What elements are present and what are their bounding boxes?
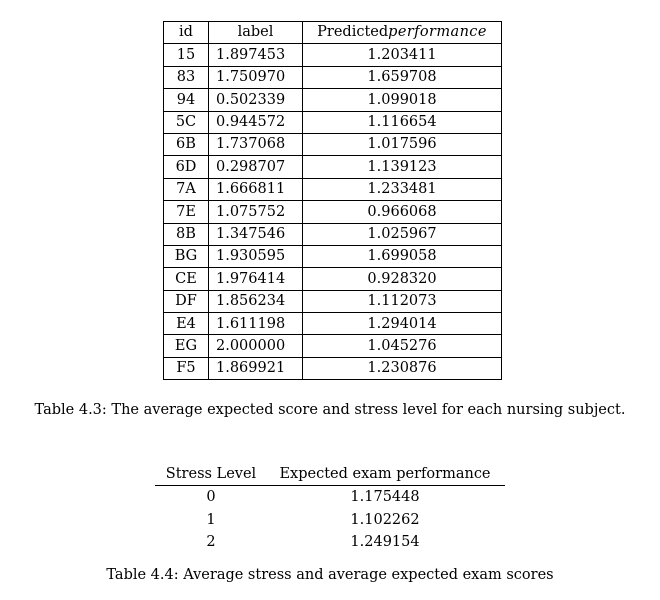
- cell-stress-level: 2: [206, 534, 216, 550]
- cell-id: F5: [163, 356, 209, 381]
- cell-predicted: 1.112073: [302, 289, 502, 314]
- column-header-label: label: [208, 20, 303, 45]
- cell-id: EG: [163, 334, 209, 358]
- cell-label: 1.737068: [208, 132, 303, 157]
- cell-predicted: 0.966068: [302, 200, 502, 224]
- cell-id: E4: [163, 312, 209, 336]
- cell-label: 1.075752: [208, 200, 303, 224]
- cell-predicted: 1.659708: [302, 65, 502, 90]
- table-4-3: id label Predictedperformance 15 1.897453…: [163, 20, 502, 381]
- table-row: 7A 1.666811 1.233481: [163, 177, 502, 202]
- table-row: 6B 1.737068 1.017596: [163, 132, 502, 157]
- cell-label: 1.750970: [208, 65, 303, 90]
- table-row: BG 1.930595 1.699058: [163, 244, 502, 269]
- table-row: 5C 0.944572 1.116654: [163, 110, 502, 134]
- table-row: 15 1.897453 1.203411: [163, 43, 502, 67]
- cell-predicted: 1.045276: [302, 334, 502, 358]
- cell-id: DF: [163, 289, 209, 314]
- cell-label: 0.944572: [208, 110, 303, 134]
- cell-predicted: 1.099018: [302, 88, 502, 112]
- table-row: 83 1.750970 1.659708: [163, 65, 502, 90]
- table-row: F5 1.869921 1.230876: [163, 356, 502, 381]
- cell-predicted: 1.017596: [302, 132, 502, 157]
- column-header-id: id: [163, 20, 209, 45]
- cell-id: BG: [163, 244, 209, 269]
- cell-label: 1.897453: [208, 43, 303, 67]
- cell-predicted: 1.139123: [302, 155, 502, 179]
- column-header-stress-level: Stress Level: [155, 463, 265, 486]
- table-row: 2 1.249154: [155, 531, 505, 554]
- cell-id: 6B: [163, 132, 209, 157]
- cell-label: 2.000000: [208, 334, 303, 358]
- cell-label: 1.666811: [208, 177, 303, 202]
- cell-label: 1.930595: [208, 244, 303, 269]
- predicted-prefix: Predicted: [317, 24, 389, 41]
- cell-label: 1.856234: [208, 289, 303, 314]
- cell-predicted: 1.233481: [302, 177, 502, 202]
- table-header-row: id label Predictedperformance: [163, 20, 502, 45]
- cell-label: 0.502339: [208, 88, 303, 112]
- cell-predicted: 1.116654: [302, 110, 502, 134]
- cell-predicted: 1.203411: [302, 43, 502, 67]
- cell-stress-level: 1: [206, 511, 216, 528]
- table-row: 7E 1.075752 0.966068: [163, 200, 502, 224]
- table-row: 0 1.175448: [155, 486, 505, 509]
- cell-expected-performance: 1.102262: [350, 511, 420, 528]
- cell-predicted: 1.294014: [302, 312, 502, 336]
- cell-id: 5C: [163, 110, 209, 134]
- cell-label: 1.611198: [208, 312, 303, 336]
- cell-label: 1.869921: [208, 356, 303, 381]
- cell-id: 7A: [163, 177, 209, 202]
- cell-expected-performance: 1.175448: [350, 489, 420, 505]
- cell-stress-level: 0: [206, 489, 216, 505]
- table-row: 8B 1.347546 1.025967: [163, 222, 502, 246]
- cell-id: 8B: [163, 222, 209, 246]
- table-4-4: Stress Level Expected exam performance 0…: [155, 463, 505, 554]
- cell-id: 15: [163, 43, 209, 67]
- cell-predicted: 0.928320: [302, 267, 502, 291]
- table-row: E4 1.611198 1.294014: [163, 312, 502, 336]
- cell-label: 0.298707: [208, 155, 303, 179]
- cell-id: 7E: [163, 200, 209, 224]
- cell-predicted: 1.025967: [302, 222, 502, 246]
- cell-id: CE: [163, 267, 209, 291]
- table-row: 94 0.502339 1.099018: [163, 88, 502, 112]
- table-row: 1 1.102262: [155, 509, 505, 532]
- table-row: DF 1.856234 1.112073: [163, 289, 502, 314]
- column-header-predicted: Predictedperformance: [302, 20, 502, 45]
- table-row: 6D 0.298707 1.139123: [163, 155, 502, 179]
- cell-id: 83: [163, 65, 209, 90]
- cell-predicted: 1.699058: [302, 244, 502, 269]
- table-row: CE 1.976414 0.928320: [163, 267, 502, 291]
- cell-id: 94: [163, 88, 209, 112]
- cell-expected-performance: 1.249154: [350, 534, 420, 550]
- cell-label: 1.976414: [208, 267, 303, 291]
- table-row: EG 2.000000 1.045276: [163, 334, 502, 358]
- column-header-expected-performance: Expected exam performance: [265, 463, 505, 486]
- cell-id: 6D: [163, 155, 209, 179]
- table-4-3-caption: Table 4.3: The average expected score an…: [34, 402, 626, 418]
- predicted-italic: performance: [388, 24, 487, 41]
- table-4-4-caption: Table 4.4: Average stress and average ex…: [106, 567, 554, 583]
- cell-label: 1.347546: [208, 222, 303, 246]
- cell-predicted: 1.230876: [302, 356, 502, 381]
- table-header-row: Stress Level Expected exam performance: [155, 463, 505, 486]
